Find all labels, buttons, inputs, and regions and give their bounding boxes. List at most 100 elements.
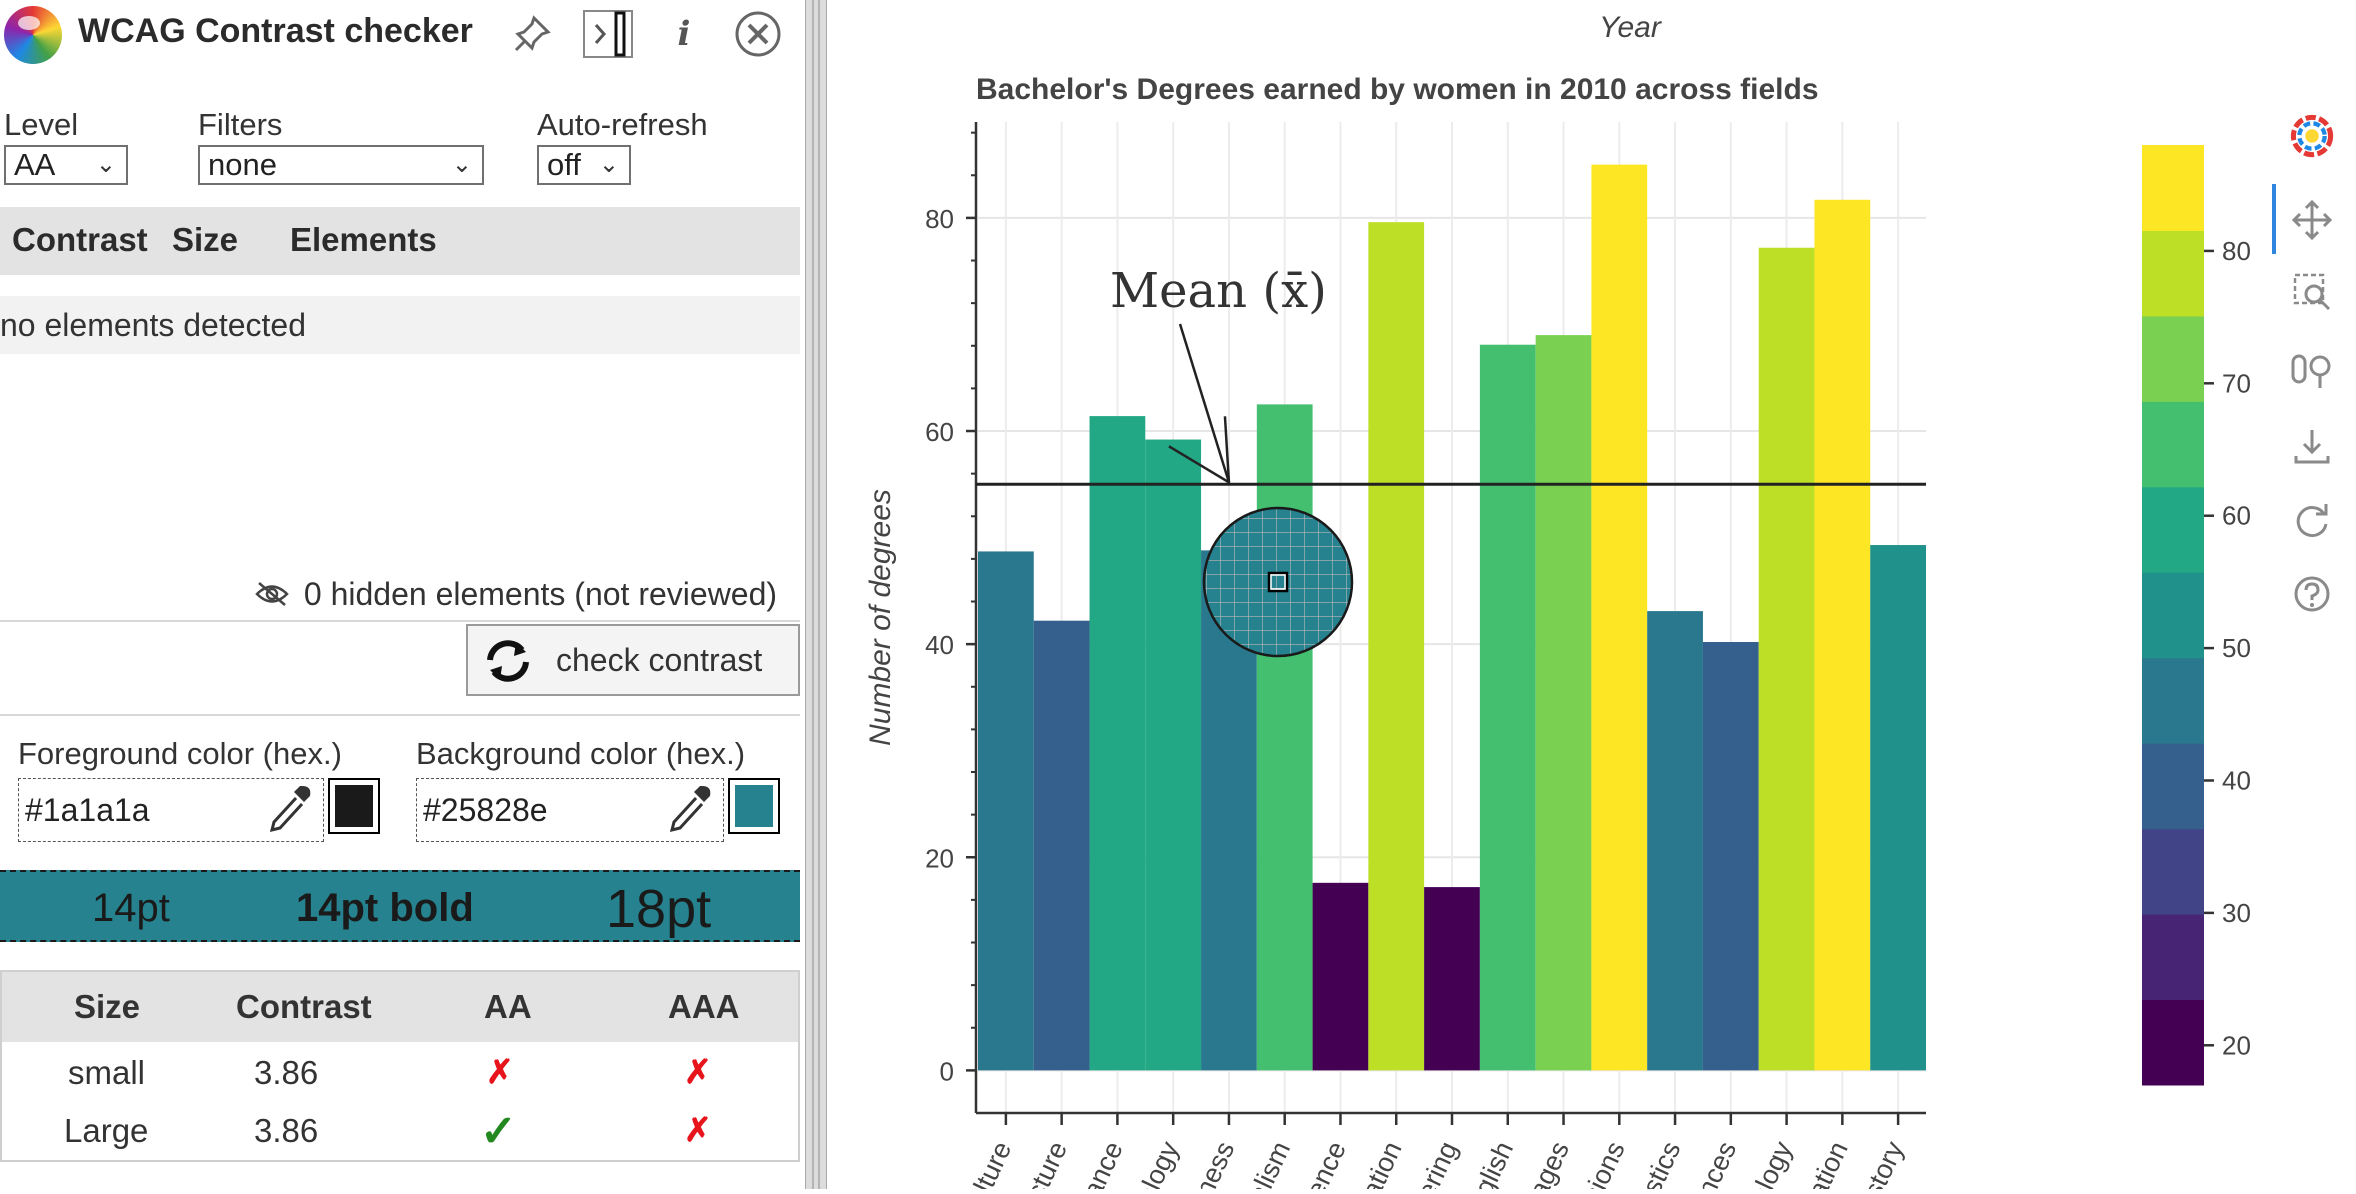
row-size: Large xyxy=(64,1112,149,1149)
bokeh-logo-icon[interactable] xyxy=(2290,114,2334,158)
bar xyxy=(1535,335,1592,1071)
results-table: Size Contrast AA AAA small 3.86 ✗ ✗ Larg… xyxy=(0,970,800,1162)
preview-18pt: 18pt xyxy=(606,879,712,939)
bar xyxy=(1479,344,1536,1071)
wheel-zoom-icon[interactable] xyxy=(2290,348,2334,392)
bar xyxy=(1424,887,1480,1071)
top-label: Year xyxy=(1599,11,1662,44)
colorbar-tick-label: 60 xyxy=(2222,501,2251,531)
check-contrast-label: check contrast xyxy=(556,642,763,678)
background-swatch[interactable] xyxy=(728,778,780,834)
foreground-eyedropper-icon[interactable] xyxy=(266,782,314,841)
filters-select[interactable]: none ⌄ xyxy=(198,145,484,185)
foreground-label: Foreground color (hex.) xyxy=(18,736,342,771)
no-elements-message: no elements detected xyxy=(0,296,800,354)
bokeh-toolbar xyxy=(2270,110,2350,630)
autorefresh-select[interactable]: off ⌄ xyxy=(537,145,631,185)
autorefresh-label: Auto-refresh xyxy=(537,107,708,142)
x-tick-label: ance xyxy=(1077,1137,1129,1189)
eye-slash-icon xyxy=(255,578,289,615)
chevron-down-icon: ⌄ xyxy=(95,151,116,178)
chart-title: Bachelor's Degrees earned by women in 20… xyxy=(976,73,1819,106)
x-tick-label: ation xyxy=(1802,1137,1854,1189)
column-contrast[interactable]: Contrast xyxy=(12,221,148,258)
x-tick-label: tistics xyxy=(1631,1137,1687,1189)
wcag-contrast-panel: WCAG Contrast checker i Level AA ⌄ Filte… xyxy=(0,0,810,1189)
filters-label: Filters xyxy=(198,107,283,142)
colorbar-segment xyxy=(2142,145,2204,231)
panel-splitter[interactable] xyxy=(805,0,827,1189)
colorbar-tick-label: 70 xyxy=(2222,368,2251,398)
bar xyxy=(1368,222,1425,1071)
column-elements[interactable]: Elements xyxy=(290,221,437,258)
x-tick-label: ience xyxy=(1297,1137,1351,1189)
y-tick-label: 0 xyxy=(940,1056,954,1086)
colorbar-tick-label: 40 xyxy=(2222,765,2251,795)
magnifier-lens xyxy=(1202,506,1354,658)
bar xyxy=(1256,404,1313,1071)
x-tick-label: nglish xyxy=(1462,1137,1519,1189)
y-tick-label: 40 xyxy=(925,630,954,660)
y-tick-label: 20 xyxy=(925,843,954,873)
info-icon[interactable]: i xyxy=(677,14,691,54)
row-size: small xyxy=(68,1054,146,1091)
color-wheel-logo-icon xyxy=(4,6,62,64)
colorbar-segment xyxy=(2142,999,2204,1086)
level-select[interactable]: AA ⌄ xyxy=(4,145,128,185)
check-contrast-button[interactable]: check contrast xyxy=(466,624,800,696)
bar-chart[interactable]: Year Bachelor's Degrees earned by women … xyxy=(828,0,2356,1194)
bar xyxy=(1702,642,1759,1071)
mean-annotation: Mean (x̄) xyxy=(1110,263,1327,319)
background-eyedropper-icon[interactable] xyxy=(666,782,714,841)
dock-toggle-icon[interactable] xyxy=(582,10,634,58)
hidden-elements-row[interactable]: 0 hidden elements (not reviewed) xyxy=(255,576,777,615)
preview-14pt: 14pt xyxy=(92,886,170,930)
filters-select-value: none xyxy=(208,147,277,182)
bar xyxy=(978,551,1034,1071)
pin-icon[interactable] xyxy=(508,10,556,58)
divider xyxy=(0,714,800,716)
chevron-down-icon: ⌄ xyxy=(598,151,619,178)
divider xyxy=(0,620,800,622)
foreground-color-field[interactable]: #1a1a1a xyxy=(18,778,324,842)
bar xyxy=(1312,882,1369,1071)
x-tick-label: ology xyxy=(1130,1136,1185,1189)
level-select-value: AA xyxy=(14,147,56,182)
colorbar-segment xyxy=(2142,486,2204,573)
colorbar: 20 30 40 50 60 70 80 xyxy=(2142,145,2251,1086)
preview-14pt-bold: 14pt bold xyxy=(296,886,474,930)
foreground-swatch[interactable] xyxy=(328,778,380,834)
background-label: Background color (hex.) xyxy=(416,736,746,771)
colorbar-segment xyxy=(2142,230,2204,317)
results-col-contrast: Contrast xyxy=(236,988,372,1025)
bar xyxy=(1870,545,1926,1071)
panel-title: WCAG Contrast checker xyxy=(78,12,473,50)
refresh-icon xyxy=(480,638,536,689)
results-col-aaa: AAA xyxy=(668,988,740,1025)
help-icon[interactable] xyxy=(2290,572,2334,616)
mean-line xyxy=(976,323,1926,486)
background-color-field[interactable]: #25828e xyxy=(416,778,724,842)
bar xyxy=(1591,164,1648,1071)
reset-icon[interactable] xyxy=(2290,498,2334,542)
bar xyxy=(1089,416,1146,1071)
x-tick-label: istory xyxy=(1855,1136,1910,1189)
y-tick-label: 60 xyxy=(925,417,954,447)
annotation-arrow xyxy=(1178,323,1231,483)
pan-icon[interactable] xyxy=(2290,198,2334,242)
x-tick-label: cture xyxy=(1021,1137,1074,1189)
level-label: Level xyxy=(4,107,79,142)
arrow-head xyxy=(1168,416,1231,485)
box-zoom-icon[interactable] xyxy=(2290,270,2334,314)
x-tick-label: ation xyxy=(1356,1137,1408,1189)
x-tick-label: ences xyxy=(1685,1137,1743,1189)
x-tick-label: alism xyxy=(1242,1137,1296,1189)
hidden-elements-text: 0 hidden elements (not reviewed) xyxy=(303,576,778,612)
column-size[interactable]: Size xyxy=(172,221,239,258)
x-tick-label: ages xyxy=(1523,1137,1575,1189)
x-tick-label: ology xyxy=(1744,1136,1799,1189)
close-icon[interactable] xyxy=(734,10,782,58)
autorefresh-select-value: off xyxy=(547,147,581,182)
save-icon[interactable] xyxy=(2290,424,2334,468)
x-tick-label: ering xyxy=(1411,1137,1464,1189)
